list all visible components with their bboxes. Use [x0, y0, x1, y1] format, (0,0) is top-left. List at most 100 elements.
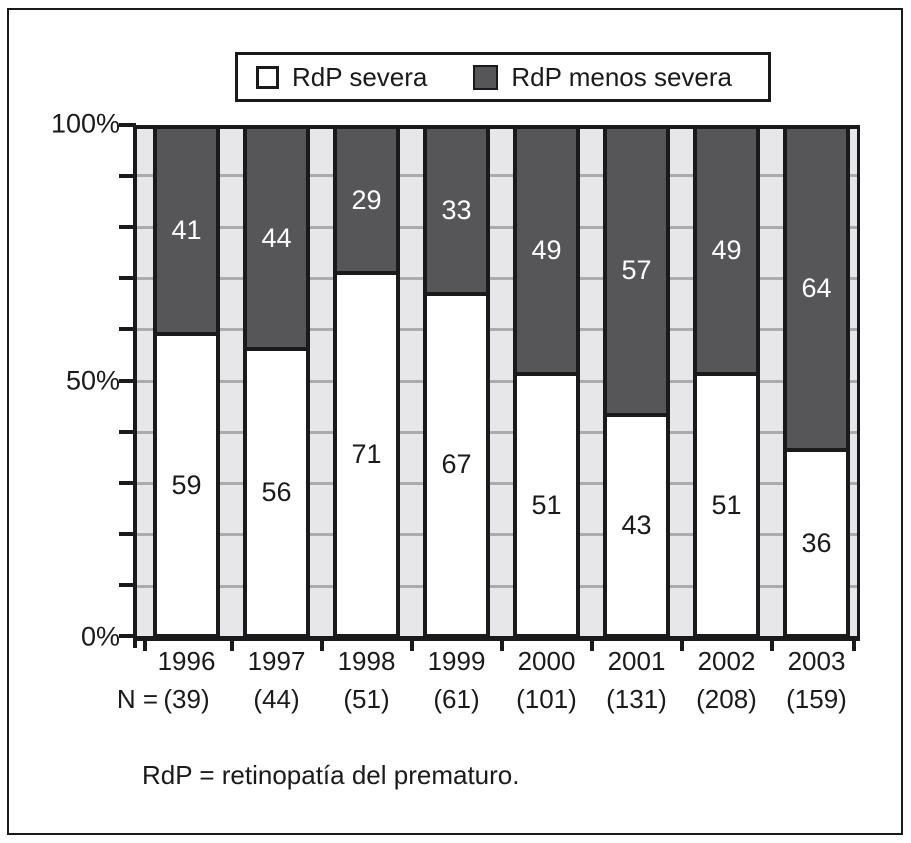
- bar-segment-menos-severa: 49: [517, 129, 576, 377]
- bar-segment-label: 56: [261, 477, 292, 508]
- bar-segment-label: 29: [351, 184, 382, 215]
- x-axis-tick: [229, 641, 234, 651]
- bar-segment-severa: 36: [787, 452, 846, 634]
- legend-swatch-severa: [256, 65, 279, 89]
- n-label-2000: (101): [516, 684, 577, 714]
- bar-segment-label: 59: [171, 469, 202, 500]
- n-prefix-label: N =: [116, 684, 158, 714]
- bar-segment-severa: 67: [427, 295, 486, 634]
- chart-legend: RdP severa RdP menos severa: [235, 52, 771, 102]
- year-label-2003: 2003: [787, 646, 846, 676]
- plot-right-frame: [857, 125, 860, 638]
- gridline-20: [136, 533, 860, 537]
- gridline-40: [136, 430, 860, 434]
- y-axis-tick: [119, 480, 136, 485]
- bar-segment-label: 51: [531, 489, 562, 520]
- bar-segment-label: 49: [531, 235, 562, 266]
- bar-2001: 57 43: [603, 125, 670, 638]
- y-axis-tick: [119, 174, 136, 179]
- gridline-30: [136, 482, 860, 486]
- n-label-2002: (208): [696, 684, 757, 714]
- bar-segment-label: 36: [801, 527, 832, 558]
- bar-segment-label: 41: [171, 215, 202, 246]
- x-axis-tick: [409, 641, 414, 651]
- bar-segment-label: 71: [351, 439, 382, 470]
- figure-border: [7, 8, 903, 835]
- bar-segment-severa: 51: [697, 376, 756, 634]
- bar-2000: 49 51: [513, 125, 580, 638]
- plot-top-frame: [136, 125, 860, 129]
- bar-1997: 44 56: [243, 125, 310, 638]
- y-axis-tick: [119, 276, 136, 281]
- bar-segment-label: 64: [801, 273, 832, 304]
- legend-label-menos-severa: RdP menos severa: [511, 61, 733, 92]
- year-label-1996: 1996: [157, 646, 216, 676]
- y-axis-line: [133, 125, 137, 648]
- y-axis-tick: [119, 582, 136, 587]
- y-axis-label-50: 50%: [65, 364, 120, 395]
- gridline-80: [136, 225, 860, 229]
- y-axis-tick: [119, 327, 136, 332]
- y-axis-label-0: 0%: [80, 621, 120, 652]
- x-axis-tick: [679, 641, 684, 651]
- bar-segment-label: 43: [621, 509, 652, 540]
- year-label-2002: 2002: [697, 646, 756, 676]
- y-axis-label-100: 100%: [50, 108, 120, 139]
- n-label-1998: (51): [343, 684, 390, 714]
- x-axis-tick: [142, 641, 147, 651]
- y-axis-tick: [119, 429, 136, 434]
- year-label-1998: 1998: [337, 646, 396, 676]
- bar-segment-menos-severa: 44: [247, 129, 306, 352]
- x-axis-tick: [769, 641, 774, 651]
- legend-label-severa: RdP severa: [292, 61, 428, 92]
- n-label-2001: (131): [606, 684, 667, 714]
- bar-segment-menos-severa: 57: [607, 129, 666, 417]
- x-axis-tick: [852, 641, 856, 651]
- n-label-1999: (61): [433, 684, 480, 714]
- footnote: RdP = retinopatía del prematuro.: [142, 760, 520, 790]
- year-label-1999: 1999: [427, 646, 486, 676]
- bar-segment-label: 49: [711, 235, 742, 266]
- gridline-70: [136, 276, 860, 280]
- gridline-10: [136, 584, 860, 588]
- bar-1999: 33 67: [423, 125, 490, 638]
- bar-2002: 49 51: [693, 125, 760, 638]
- x-axis-tick: [589, 641, 594, 651]
- x-axis-tick: [499, 641, 504, 651]
- gridline-50: [136, 379, 860, 383]
- bar-segment-severa: 43: [607, 416, 666, 634]
- bar-1998: 29 71: [333, 125, 400, 638]
- y-axis-tick: [119, 123, 136, 127]
- bar-segment-label: 57: [621, 255, 652, 286]
- bar-segment-menos-severa: 33: [427, 129, 486, 296]
- bar-segment-severa: 51: [517, 376, 576, 634]
- bar-segment-label: 44: [261, 222, 292, 253]
- bar-segment-label: 51: [711, 489, 742, 520]
- year-label-2000: 2000: [517, 646, 576, 676]
- y-axis-tick: [119, 225, 136, 230]
- bar-segment-label: 67: [441, 449, 472, 480]
- bar-segment-menos-severa: 64: [787, 129, 846, 453]
- y-axis-tick: [119, 378, 136, 383]
- bar-segment-severa: 71: [337, 275, 396, 634]
- gridline-90: [136, 174, 860, 178]
- n-label-1997: (44): [253, 684, 300, 714]
- n-label-2003: (159): [786, 684, 847, 714]
- bar-segment-menos-severa: 49: [697, 129, 756, 377]
- bar-segment-menos-severa: 41: [157, 129, 216, 337]
- bar-segment-menos-severa: 29: [337, 129, 396, 276]
- legend-swatch-menos-severa: [473, 64, 499, 90]
- bar-segment-severa: 59: [157, 336, 216, 634]
- x-axis-line: [133, 636, 860, 641]
- plot-area: 41 59 44 56 29 71 33 67 49 51 57 43 49 51 64 36: [136, 125, 860, 638]
- bar-2003: 64 36: [783, 125, 850, 638]
- bar-segment-label: 33: [441, 194, 472, 225]
- year-label-2001: 2001: [607, 646, 666, 676]
- y-axis-tick: [119, 531, 136, 536]
- x-axis-tick: [319, 641, 324, 651]
- bar-1996: 41 59: [153, 125, 220, 638]
- y-axis-tick: [119, 634, 136, 638]
- gridline-60: [136, 328, 860, 332]
- n-label-1996: (39): [163, 684, 210, 714]
- bar-segment-severa: 56: [247, 351, 306, 634]
